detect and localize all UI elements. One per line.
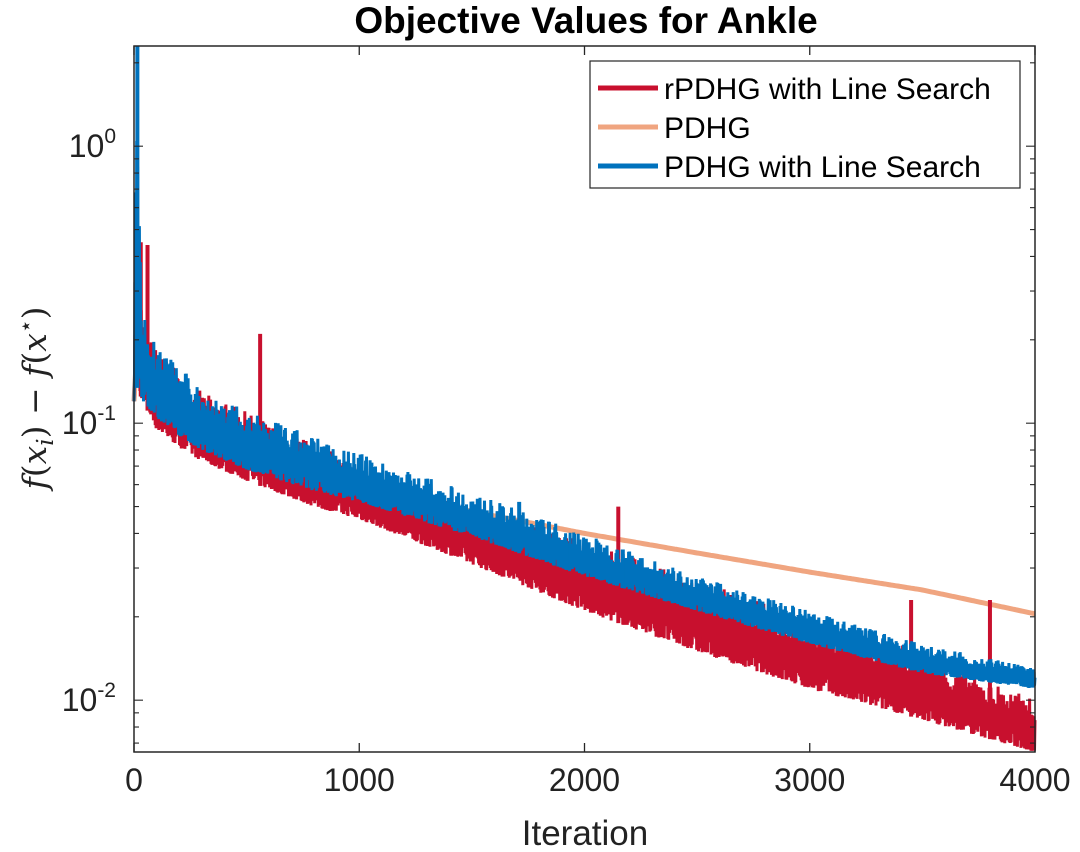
legend-label-pdhg-ls: PDHG with Line Search — [664, 151, 981, 184]
y-tick-label: 10-2 — [62, 679, 116, 718]
x-tick-label: 0 — [125, 762, 143, 798]
y-tick-labels: 10-2 10-1 100 — [62, 125, 116, 718]
x-tick-label: 2000 — [549, 762, 620, 798]
x-tick-labels: 0 1000 2000 3000 4000 — [125, 762, 1070, 798]
x-tick-label: 1000 — [324, 762, 395, 798]
x-tick-label: 3000 — [774, 762, 845, 798]
chart-title: Objective Values for Ankle — [354, 0, 817, 41]
series-line-pdhg-with-line-search — [132, 140, 1037, 688]
legend: rPDHG with Line Search PDHG PDHG with Li… — [589, 60, 1021, 189]
tick-marks — [133, 46, 1036, 752]
series-layer — [131, 46, 1037, 751]
legend-label-pdhg: PDHG — [664, 112, 751, 145]
y-axis-label: f(xi) − f(x⋆) — [14, 307, 59, 493]
y-tick-label: 10-1 — [62, 402, 116, 441]
y-tick-label: 100 — [69, 125, 116, 164]
x-tick-label: 4000 — [999, 762, 1070, 798]
legend-label-rpdhg: rPDHG with Line Search — [664, 73, 991, 106]
x-axis-label: Iteration — [522, 814, 648, 852]
legend-box — [589, 60, 1021, 189]
